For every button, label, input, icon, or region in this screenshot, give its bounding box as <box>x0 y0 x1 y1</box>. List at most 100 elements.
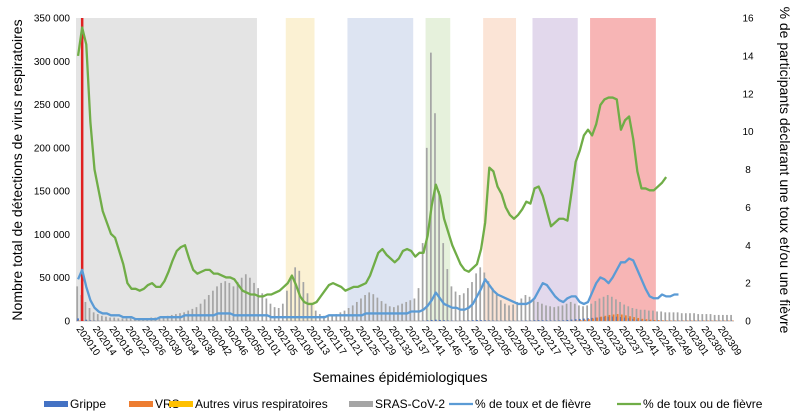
bar-sras-cov-2-103 <box>499 300 502 321</box>
bar-sras-cov-2-90 <box>446 269 449 321</box>
legend-swatch <box>44 401 68 407</box>
bar-sras-cov-2-136 <box>635 308 638 321</box>
bar-sras-cov-2-140 <box>652 310 654 321</box>
bar-sras-cov-2-106 <box>512 304 514 321</box>
bar-grippe-3 <box>89 320 92 321</box>
bar-sras-cov-2-132 <box>619 301 621 321</box>
line-%-de-toux-et-de-fi-vre <box>77 257 679 321</box>
bar-grippe-114 <box>546 320 548 321</box>
bar-sras-cov-2-121 <box>573 303 576 321</box>
legend-label: SRAS-CoV-2 <box>375 397 445 411</box>
bar-grippe-111 <box>533 320 536 321</box>
bar-vrs-133 <box>625 315 627 321</box>
bar-sras-cov-2-82 <box>413 298 416 321</box>
bar-sras-cov-2-108 <box>520 298 523 321</box>
left-tick-label: 0 <box>64 317 70 328</box>
bar-sras-cov-2-39 <box>236 282 239 321</box>
bar-vrs-122 <box>579 320 582 321</box>
bar-sras-cov-2-53 <box>294 267 297 321</box>
bar-sras-cov-2-114 <box>545 305 547 321</box>
bar-sras-cov-2-111 <box>532 300 535 321</box>
bar-sras-cov-2-2 <box>84 301 87 321</box>
bar-sras-cov-2-12 <box>125 318 128 321</box>
line-%-de-toux-ou-de-fi-vre <box>76 26 668 306</box>
bar-sras-cov-2-117 <box>557 306 560 321</box>
bar-vrs-127 <box>600 316 603 321</box>
bar-sras-cov-2-56 <box>306 293 309 321</box>
bar-grippe-97 <box>476 319 478 321</box>
bar-sras-cov-2-31 <box>203 299 206 321</box>
bar-sras-cov-2-91 <box>450 286 453 321</box>
bar-sras-cov-2-44 <box>257 288 260 321</box>
bar-sras-cov-2-144 <box>668 312 671 321</box>
bar-sras-cov-2-124 <box>586 305 589 321</box>
legend-swatch <box>129 401 153 407</box>
bar-sras-cov-2-130 <box>610 296 613 321</box>
bar-sras-cov-2-11 <box>121 318 124 321</box>
bar-sras-cov-2-61 <box>327 316 329 321</box>
bar-sras-cov-2-30 <box>199 303 202 321</box>
bar-sras-cov-2-10 <box>117 318 120 321</box>
bar-sras-cov-2-67 <box>351 305 354 321</box>
bar-sras-cov-2-119 <box>565 303 568 321</box>
bar-sras-cov-2-152 <box>701 314 704 321</box>
left-tick-label: 150 000 <box>34 187 71 198</box>
left-axis-ticks: 0 50 000 100 000 150 000 200 000 250 000 300 0… <box>34 14 71 328</box>
right-tick-label: 4 <box>745 241 751 252</box>
bar-sras-cov-2-113 <box>541 303 543 321</box>
bar-sras-cov-2-68 <box>355 301 358 321</box>
bar-sras-cov-2-99 <box>483 272 486 321</box>
right-tick-label: 6 <box>745 203 751 214</box>
shaded-periods <box>76 18 656 321</box>
bar-sras-cov-2-64 <box>339 312 342 321</box>
bar-sras-cov-2-41 <box>244 274 247 321</box>
bar-sras-cov-2-80 <box>405 301 408 321</box>
bar-sras-cov-2-148 <box>684 313 687 321</box>
bar-sras-cov-2-102 <box>495 295 498 321</box>
shaded-period-1 <box>285 18 315 321</box>
bar-sras-cov-2-49 <box>277 308 280 321</box>
bar-sras-cov-2-86 <box>430 52 432 321</box>
bar-sras-cov-2-123 <box>582 306 584 321</box>
bar-sras-cov-2-135 <box>631 308 634 321</box>
bar-sras-cov-2-43 <box>253 282 255 321</box>
bar-sras-cov-2-159 <box>730 314 732 321</box>
bar-sras-cov-2-100 <box>487 281 490 321</box>
bar-sras-cov-2-62 <box>331 315 334 321</box>
legend-label: Autres virus respiratoires <box>195 397 328 411</box>
right-tick-label: 8 <box>745 165 751 176</box>
bar-sras-cov-2-94 <box>462 293 465 321</box>
bar-grippe-126 <box>595 317 598 321</box>
bar-sras-cov-2-115 <box>549 306 551 321</box>
bar-sras-cov-2-146 <box>676 312 679 321</box>
bar-sras-cov-2-22 <box>166 315 169 321</box>
bar-sras-cov-2-116 <box>553 307 556 321</box>
bar-sras-cov-2-142 <box>660 311 663 321</box>
bar-sras-cov-2-141 <box>656 311 658 321</box>
y-axis-right-title: % de participants déclarant une toux et/… <box>777 7 792 334</box>
bar-grippe-85 <box>426 320 429 321</box>
bar-sras-cov-2-145 <box>672 312 675 321</box>
bar-sras-cov-2-139 <box>647 310 650 321</box>
bar-sras-cov-2-133 <box>623 304 626 321</box>
left-tick-label: 100 000 <box>34 230 71 241</box>
right-tick-label: 12 <box>742 89 754 100</box>
bar-sras-cov-2-35 <box>220 282 222 321</box>
bar-sras-cov-2-58 <box>314 310 317 321</box>
bar-sras-cov-2-107 <box>516 301 519 321</box>
y-axis-left-title: Nombre total de détections de virus resp… <box>9 19 25 320</box>
legend-swatch <box>169 401 193 407</box>
bar-sras-cov-2-74 <box>380 301 383 321</box>
bar-grippe-141 <box>657 320 659 321</box>
legend-label: % de toux ou de fièvre <box>643 397 763 411</box>
right-axis-ticks: 0 2 4 6 8 10 12 14 16 <box>742 14 754 328</box>
bar-vrs-128 <box>604 315 607 321</box>
bar-sras-cov-2-37 <box>228 282 231 321</box>
bar-sras-cov-2-63 <box>335 314 338 321</box>
shaded-period-2 <box>347 18 414 321</box>
bar-grippe-87 <box>434 319 437 321</box>
bar-vrs-131 <box>616 314 619 321</box>
bar-grippe-117 <box>558 320 561 321</box>
legend-label: Grippe <box>70 397 106 411</box>
bar-sras-cov-2-151 <box>697 314 700 321</box>
